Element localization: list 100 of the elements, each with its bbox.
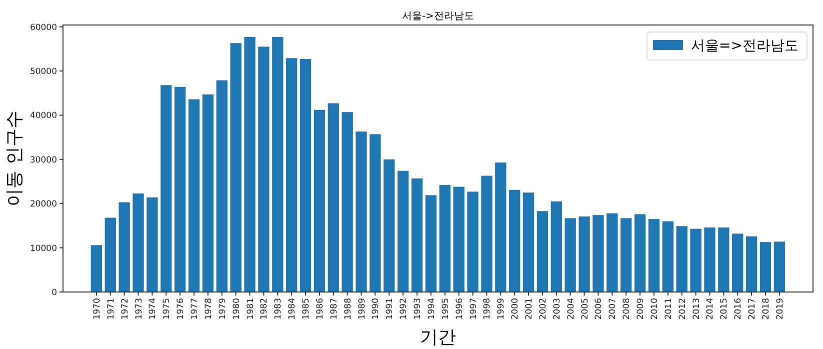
bar: [244, 36, 256, 292]
bar: [342, 112, 353, 292]
x-tick-label: 1983: [274, 298, 284, 320]
chart-title: 서울->전라남도: [402, 11, 474, 22]
x-tick-label: 2004: [566, 298, 576, 320]
bar: [146, 197, 158, 292]
x-tick-label: 1993: [413, 298, 424, 320]
x-tick-label: 1982: [260, 298, 270, 320]
x-tick-label: 2003: [552, 298, 562, 320]
bar: [258, 46, 270, 292]
x-tick-label: 1997: [468, 298, 479, 320]
x-tick-label: 1984: [288, 298, 298, 320]
x-tick-label: 1998: [482, 298, 493, 320]
x-tick-label: 1995: [440, 298, 451, 320]
bar: [467, 192, 478, 292]
x-tick-label: 2009: [636, 298, 646, 320]
bar: [550, 201, 562, 292]
x-tick-label: 2010: [650, 298, 660, 320]
x-tick-label: 1971: [106, 298, 116, 320]
bar: [578, 216, 590, 292]
x-tick-label: 2006: [594, 298, 604, 320]
x-tick-label: 1976: [176, 298, 186, 320]
x-tick-label: 1989: [357, 298, 368, 320]
bar: [453, 186, 464, 292]
x-tick-label: 1986: [315, 298, 326, 320]
x-tick-label: 2016: [734, 298, 744, 320]
x-tick-label: 1988: [343, 298, 354, 320]
bar: [411, 178, 423, 292]
bar: [676, 226, 688, 292]
bar: [174, 86, 186, 292]
x-tick-label: 2000: [510, 298, 521, 320]
y-tick-label: 10000: [30, 244, 57, 254]
x-tick-label: 2019: [775, 298, 786, 320]
bar: [118, 202, 130, 292]
x-tick-label: 2011: [664, 298, 674, 320]
x-tick-label: 1999: [496, 298, 507, 320]
x-tick-label: 1977: [190, 298, 200, 320]
x-tick-label: 1994: [426, 298, 437, 320]
bar: [425, 195, 437, 292]
bar: [690, 228, 702, 292]
bar: [188, 99, 200, 292]
x-tick-label: 2015: [720, 298, 730, 320]
bar: [718, 227, 730, 292]
bar: [774, 242, 785, 292]
bar: [300, 59, 312, 292]
bar: [286, 58, 298, 292]
x-axis-title: 기간: [420, 327, 456, 348]
x-tick-label: 1996: [454, 298, 465, 320]
y-tick-label: 0: [52, 288, 57, 298]
x-tick-label: 2005: [580, 298, 590, 320]
bar: [202, 94, 214, 292]
bar: [620, 218, 632, 292]
y-tick-label: 60000: [30, 22, 57, 33]
x-tick-label: 1974: [148, 298, 158, 320]
bar: [439, 185, 450, 292]
x-tick-label: 2001: [524, 298, 535, 320]
bar: [495, 162, 506, 292]
x-tick-label: 2017: [748, 298, 758, 320]
bar: [648, 219, 660, 292]
bar: [90, 245, 102, 292]
legend: 서울=>전라남도: [646, 32, 808, 60]
bar: [522, 192, 534, 292]
bar: [160, 85, 172, 292]
bar: [509, 190, 520, 292]
x-tick-label: 2008: [622, 298, 632, 320]
x-tick-label: 1978: [204, 298, 214, 320]
x-tick-label: 2014: [706, 298, 716, 320]
bar: [384, 159, 395, 292]
x-tick-label: 1980: [232, 298, 242, 320]
x-tick-label: 1985: [302, 298, 312, 320]
bar: [398, 170, 409, 292]
x-tick-label: 2018: [761, 298, 772, 320]
bar: [732, 234, 744, 292]
bar: [564, 218, 576, 292]
x-tick-label: 2007: [608, 298, 618, 320]
x-tick-label: 1972: [120, 298, 130, 320]
bar: [356, 132, 367, 292]
bar: [662, 221, 674, 292]
bar: [746, 236, 758, 292]
y-axis-title: 이동 인구수: [4, 110, 25, 206]
legend-label: 서울=>전라남도: [691, 38, 798, 54]
x-tick-label: 2002: [538, 298, 548, 320]
y-tick-label: 30000: [30, 155, 57, 166]
bar: [606, 213, 618, 292]
bar: [634, 214, 646, 292]
bar: [272, 36, 284, 292]
bar: [536, 211, 548, 292]
y-tick-label: 40000: [30, 111, 57, 122]
bar: [328, 103, 339, 292]
bar: [132, 193, 144, 292]
bar: [314, 110, 326, 292]
x-tick-label: 1979: [218, 298, 228, 320]
bar: [104, 218, 116, 292]
x-tick-label: 2013: [692, 298, 702, 320]
x-tick-label: 1992: [399, 298, 410, 320]
x-tick-label: 1987: [329, 298, 340, 320]
x-tick-label: 1973: [134, 298, 144, 320]
bar: [370, 134, 381, 292]
x-tick-label: 1991: [385, 298, 396, 320]
bar: [481, 176, 492, 292]
